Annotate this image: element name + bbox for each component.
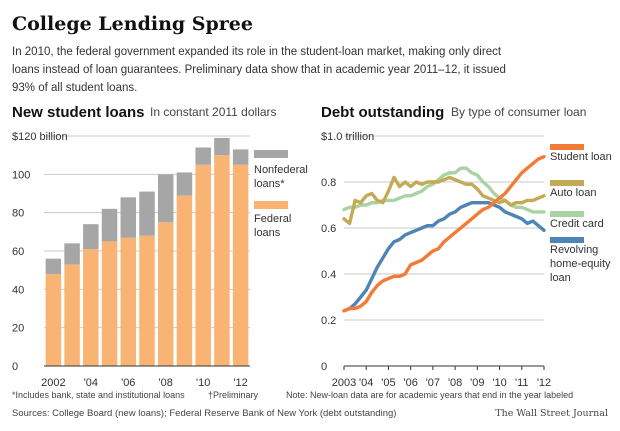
bar-federal bbox=[232, 164, 249, 366]
bar-federal bbox=[176, 195, 193, 366]
x-tick-label: '12 bbox=[233, 377, 247, 389]
legend-label-home-equity: loan bbox=[550, 272, 571, 284]
bar-federal bbox=[157, 222, 174, 366]
y-tick-label: 0 bbox=[12, 361, 18, 373]
x-tick-label: '08 bbox=[159, 377, 173, 389]
footnote-new-loan: Note: New-loan data are for academic yea… bbox=[286, 390, 573, 400]
bar-chart: 0 20 40 60 80 100 $120 billion 2002 '04 '06 '08 '10… bbox=[12, 131, 308, 389]
x-tick-label: '08 bbox=[448, 377, 462, 389]
legend-label-auto-loan: Auto loan bbox=[550, 187, 596, 199]
sources: Sources: College Board (new loans); Fede… bbox=[12, 408, 396, 419]
right-chart-subtitle: By type of consumer loan bbox=[451, 105, 586, 119]
legend-label-home-equity: home-equity bbox=[550, 258, 611, 270]
x-tick-label: '06 bbox=[403, 377, 417, 389]
x-tick-label: '04 bbox=[359, 377, 373, 389]
left-chart-title: New student loans bbox=[12, 104, 145, 121]
y-tick-label: $120 billion bbox=[12, 131, 68, 143]
legend-label-nonfederal: Nonfederal bbox=[254, 164, 308, 176]
x-tick-label: '10 bbox=[196, 377, 210, 389]
bar-nonfederal bbox=[157, 174, 174, 223]
y-tick-label: 0.2 bbox=[321, 315, 336, 327]
x-tick-label: '06 bbox=[121, 377, 135, 389]
legend-label-nonfederal: loans* bbox=[254, 178, 285, 190]
bar-nonfederal bbox=[232, 149, 249, 165]
legend-label-home-equity: Revolving bbox=[550, 244, 598, 256]
y-tick-label: 0.8 bbox=[321, 177, 336, 189]
bar-nonfederal bbox=[83, 224, 99, 250]
x-tick-label: 2003 bbox=[332, 377, 356, 389]
x-tick-label: '05 bbox=[381, 377, 395, 389]
intro-line-1: In 2010, the federal government expanded… bbox=[12, 46, 502, 58]
x-tick-label: '11 bbox=[515, 377, 529, 389]
legend-swatch-credit-card bbox=[550, 211, 584, 217]
y-tick-label: 80 bbox=[12, 208, 24, 220]
legend-label-credit-card: Credit card bbox=[550, 218, 604, 230]
bar-nonfederal bbox=[195, 147, 211, 165]
bar-nonfederal bbox=[45, 258, 62, 274]
bar-nonfederal bbox=[139, 191, 155, 236]
y-tick-label: 40 bbox=[12, 284, 24, 296]
legend-swatch-nonfederal bbox=[254, 150, 288, 158]
x-tick-label: '04 bbox=[84, 377, 98, 389]
left-chart-subtitle: In constant 2011 dollars bbox=[150, 105, 277, 119]
legend-label-federal: loans bbox=[254, 227, 281, 239]
y-tick-label: 60 bbox=[12, 246, 24, 258]
bar-federal bbox=[101, 241, 118, 366]
intro-line-2: loans instead of loan guarantees. Prelim… bbox=[12, 64, 506, 76]
bar-nonfederal bbox=[64, 243, 80, 265]
legend-swatch-home-equity bbox=[550, 237, 584, 243]
y-tick-label: 20 bbox=[12, 323, 24, 335]
bar-nonfederal bbox=[176, 172, 193, 196]
x-tick-label: '12 bbox=[537, 377, 551, 389]
legend-label-federal: Federal bbox=[254, 213, 291, 225]
legend-label-student-loan: Student loan bbox=[550, 151, 612, 163]
bar-federal bbox=[120, 237, 137, 366]
graphic-title: College Lending Spree bbox=[12, 13, 253, 35]
credit: The Wall Street Journal bbox=[495, 408, 608, 419]
y-tick-label: 0.4 bbox=[321, 269, 336, 281]
footnote-nonfederal: *Includes bank, state and institutional … bbox=[12, 390, 185, 400]
bar-federal bbox=[64, 264, 80, 366]
bar-federal bbox=[139, 235, 155, 366]
y-tick-label: 0.6 bbox=[321, 223, 336, 235]
bar-federal bbox=[45, 274, 62, 366]
y-tick-label: $1.0 trillion bbox=[321, 131, 374, 143]
bar-federal bbox=[214, 155, 230, 366]
footnote-preliminary: †Preliminary bbox=[208, 390, 259, 400]
legend-swatch-student-loan bbox=[550, 144, 584, 150]
y-tick-label: 100 bbox=[12, 169, 30, 181]
right-chart-title: Debt outstanding bbox=[321, 104, 444, 121]
line-chart: 0 0.2 0.4 0.6 0.8 $1.0 trillion 2003'04 '05 '06 '… bbox=[321, 131, 612, 389]
bar-nonfederal bbox=[101, 208, 118, 242]
legend-swatch-auto-loan bbox=[550, 180, 584, 186]
bar-federal bbox=[195, 164, 211, 366]
line-home-equity bbox=[342, 201, 546, 313]
x-tick-label: '09 bbox=[470, 377, 484, 389]
legend-swatch-federal bbox=[254, 201, 288, 209]
intro-line-3: 93% of all student loans. bbox=[12, 82, 137, 94]
bar-federal bbox=[83, 249, 99, 366]
x-tick-label: 2002 bbox=[41, 377, 65, 389]
bar-nonfederal bbox=[214, 137, 230, 156]
y-tick-label: 0 bbox=[321, 361, 327, 373]
bar-nonfederal bbox=[120, 197, 137, 238]
x-tick-label: '10 bbox=[492, 377, 506, 389]
x-tick-label: '07 bbox=[426, 377, 440, 389]
line-auto-loan bbox=[342, 175, 546, 226]
line-student-loan bbox=[342, 155, 546, 313]
